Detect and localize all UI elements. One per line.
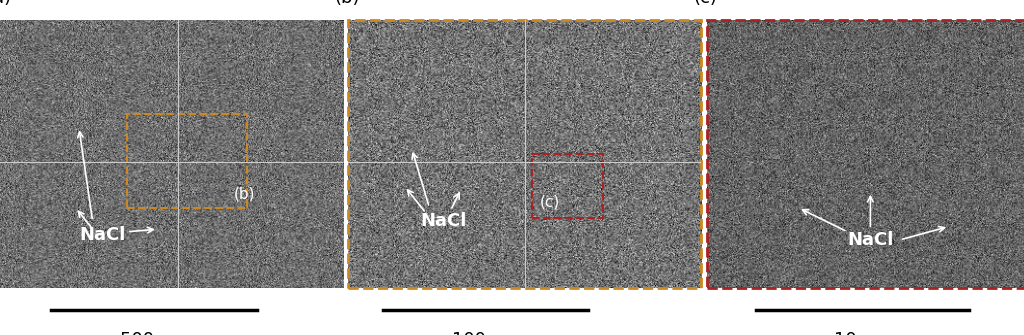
Text: 10 μm: 10 μm [834, 331, 891, 335]
Bar [531, 154, 602, 218]
Bar [127, 114, 247, 208]
Text: 500 μm: 500 μm [120, 331, 188, 335]
Text: (b): (b) [233, 187, 255, 202]
Text: (c): (c) [540, 195, 560, 210]
Bar [348, 20, 701, 288]
Bar [707, 20, 1024, 288]
Text: (c): (c) [693, 0, 718, 7]
Text: NaCl: NaCl [847, 231, 894, 249]
Text: (a): (a) [0, 0, 11, 7]
Text: NaCl: NaCl [80, 225, 126, 244]
Text: NaCl: NaCl [421, 212, 467, 230]
Text: (b): (b) [334, 0, 359, 7]
Text: 100 μm: 100 μm [452, 331, 520, 335]
